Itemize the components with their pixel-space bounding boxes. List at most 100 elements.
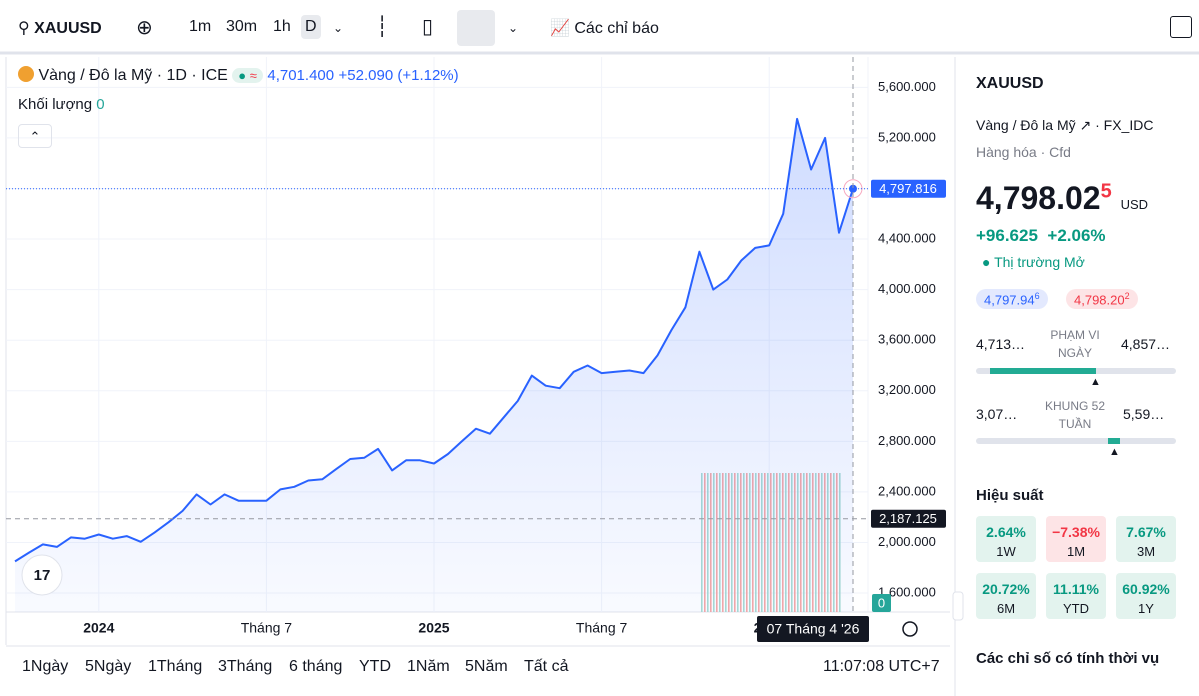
perf-value: −7.38%: [1052, 524, 1100, 540]
x-tick-label: 2024: [83, 620, 114, 636]
perf-label: 3M: [1136, 544, 1156, 559]
legend-change: +52.090 (+1.12%): [338, 67, 459, 84]
dropdown[interactable]: ⌄: [508, 21, 519, 35]
perf-cell[interactable]: 11.11% YTD: [1046, 573, 1106, 619]
bid: 4,797.94: [984, 292, 1035, 308]
perf-label: YTD: [1063, 601, 1089, 616]
interval-active[interactable]: D: [301, 15, 321, 39]
y-tick-label: 2,800.000: [878, 433, 936, 448]
seasonal-title: Các chỉ số có tính thời vụ: [976, 650, 1160, 667]
range-button[interactable]: 6 tháng: [289, 658, 343, 675]
indicators[interactable]: 📈 Các chỉ báo: [550, 20, 659, 37]
perf-cell[interactable]: 7.67% 3M: [1116, 516, 1176, 562]
perf-label: 1M: [1066, 544, 1086, 559]
sidebar-status: ● Thị trường Mở: [982, 254, 1085, 270]
day-low: 4,713…: [976, 336, 1026, 352]
kind2: Cfd: [1049, 144, 1071, 160]
volume-tag: [872, 594, 891, 612]
indicators-label[interactable]: Các chỉ báo: [574, 20, 659, 37]
collapse[interactable]: ⌃: [18, 124, 52, 148]
dropdown[interactable]: ⌄: [333, 21, 344, 35]
y-tick-label: 2,000.000: [878, 534, 936, 549]
legend-last: 4,701.400: [267, 67, 335, 84]
bars-icon[interactable]: ┆: [376, 16, 389, 38]
volume-label: Khối lượng: [18, 96, 93, 113]
wk-range-fill: [1108, 438, 1120, 444]
candles-icon[interactable]: ▯: [422, 16, 434, 38]
clock: 11:07:08 UTC+7: [823, 658, 940, 675]
x-tick-label: Tháng 7: [576, 620, 628, 636]
range-button[interactable]: YTD: [359, 658, 391, 675]
range-button[interactable]: 3Tháng: [218, 658, 273, 675]
settings-icon[interactable]: [902, 621, 918, 637]
sidebar-change: +96.625 +2.06%: [976, 226, 1106, 246]
perf-cell[interactable]: 20.72% 6M: [976, 573, 1036, 619]
last-point-halo: [843, 179, 863, 199]
perf-cell[interactable]: 2.64% 1W: [976, 516, 1036, 562]
bid-sup: 6: [1034, 291, 1040, 301]
wk-range-track: [976, 438, 1176, 444]
range-button[interactable]: Tất cả: [524, 658, 569, 675]
volume-tag-label: 0: [878, 595, 885, 610]
area-icon[interactable]: [457, 10, 495, 46]
volume-legend: Khối lượng 0: [18, 96, 105, 113]
y-tick-label: 4,400.000: [878, 230, 936, 245]
ask-pill: 4,798.202: [1066, 289, 1138, 310]
crosshair-price-label: 2,187.125: [879, 511, 937, 526]
sidebar-desc: Vàng / Đô la Mỹ ↗ · FX_IDC: [976, 117, 1154, 133]
day-high: 4,857…: [1121, 336, 1171, 352]
y-tick-label: 5,600.000: [878, 79, 936, 94]
symbol[interactable]: XAUUSD: [34, 20, 102, 37]
perf-label: 1W: [996, 544, 1016, 559]
status: Thị trường Mở: [994, 254, 1085, 270]
interval[interactable]: 30m: [226, 18, 258, 35]
change-pct: +2.06%: [1047, 226, 1106, 245]
last-point: [849, 184, 857, 193]
sidebar-symbol: XAUUSD: [976, 75, 1044, 92]
sidebar-price: 4,798.025 USD: [976, 180, 1148, 217]
interval[interactable]: 1h: [273, 18, 291, 35]
crosshair-date-label: 07 Tháng 4 '26: [767, 621, 860, 637]
range-button[interactable]: 1Ngày: [22, 658, 69, 675]
legend: Vàng / Đô la Mỹ · 1D · ICE ● ≈ 4,701.400…: [18, 66, 459, 85]
add-symbol[interactable]: ⊕: [136, 17, 153, 39]
y-tick-label: 5,200.000: [878, 129, 936, 144]
wk-label: KHUNG 52 TUẦN: [1044, 399, 1106, 431]
last-price-label: 4,797.816: [879, 181, 937, 196]
bid-pill: 4,797.946: [976, 289, 1048, 310]
range-button[interactable]: 5Năm: [465, 658, 508, 675]
day-range-track: [976, 368, 1176, 374]
symbol-search[interactable]: ⚲ XAUUSD: [18, 20, 102, 37]
day-range-fill: [990, 368, 1096, 374]
perf-value: 20.72%: [982, 581, 1030, 597]
day-marker: ▲: [1090, 376, 1101, 388]
range-button[interactable]: 1Năm: [407, 658, 450, 675]
legend-title: Vàng / Đô la Mỹ · 1D · ICE: [38, 67, 228, 84]
interval[interactable]: 1m: [189, 18, 212, 35]
y-tick-label: 3,200.000: [878, 382, 936, 397]
volume-value: 0: [96, 96, 105, 113]
perf-value: 2.64%: [986, 524, 1026, 540]
perf-cell[interactable]: −7.38% 1M: [1046, 516, 1106, 562]
perf-title: Hiệu suất: [976, 487, 1044, 504]
range-button[interactable]: 5Ngày: [85, 658, 132, 675]
range-button[interactable]: 1Tháng: [148, 658, 203, 675]
kind: Hàng hóa: [976, 144, 1037, 160]
y-tick-label: 1,600.000: [878, 584, 936, 599]
price-line: [14, 117, 854, 563]
area: [15, 118, 853, 613]
crosshair-date-tag: [757, 616, 869, 642]
day-label: PHẠM VI NGÀY: [1050, 328, 1100, 360]
perf-cell[interactable]: 60.92% 1Y: [1116, 573, 1176, 619]
ask-sup: 2: [1124, 291, 1130, 301]
change: +96.625: [976, 226, 1038, 245]
y-tick-label: 4,000.000: [878, 281, 936, 296]
sidebar-toggle[interactable]: [952, 591, 964, 621]
y-tick-label: 2,400.000: [878, 483, 936, 498]
y-tick-label: 3,600.000: [878, 332, 936, 347]
perf-value: 11.11%: [1053, 581, 1099, 597]
sidebar-kind: Hàng hóa · Cfd: [976, 144, 1071, 160]
logo: 17: [34, 567, 51, 584]
fullscreen[interactable]: [1170, 16, 1192, 38]
